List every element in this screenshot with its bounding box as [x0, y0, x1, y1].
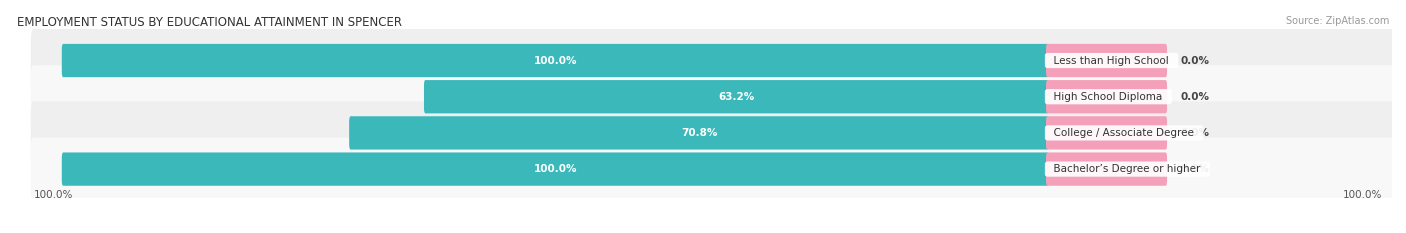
Text: 63.2%: 63.2%: [718, 92, 755, 102]
Text: Less than High School: Less than High School: [1047, 55, 1175, 65]
Text: 100.0%: 100.0%: [1343, 190, 1382, 200]
FancyBboxPatch shape: [349, 116, 1049, 150]
FancyBboxPatch shape: [62, 152, 1049, 186]
Text: High School Diploma: High School Diploma: [1047, 92, 1170, 102]
Text: Bachelor’s Degree or higher: Bachelor’s Degree or higher: [1047, 164, 1208, 174]
Text: 0.0%: 0.0%: [1181, 128, 1209, 138]
FancyBboxPatch shape: [31, 65, 1395, 128]
Text: Source: ZipAtlas.com: Source: ZipAtlas.com: [1285, 16, 1389, 26]
Text: College / Associate Degree: College / Associate Degree: [1047, 128, 1201, 138]
FancyBboxPatch shape: [31, 138, 1395, 201]
FancyBboxPatch shape: [31, 101, 1395, 164]
FancyBboxPatch shape: [1046, 44, 1167, 77]
Text: 100.0%: 100.0%: [534, 164, 576, 174]
Text: 70.8%: 70.8%: [681, 128, 717, 138]
Text: EMPLOYMENT STATUS BY EDUCATIONAL ATTAINMENT IN SPENCER: EMPLOYMENT STATUS BY EDUCATIONAL ATTAINM…: [17, 16, 402, 29]
Text: 0.0%: 0.0%: [1181, 55, 1209, 65]
Text: 100.0%: 100.0%: [534, 55, 576, 65]
FancyBboxPatch shape: [1046, 152, 1167, 186]
FancyBboxPatch shape: [1046, 80, 1167, 113]
FancyBboxPatch shape: [1046, 116, 1167, 150]
FancyBboxPatch shape: [31, 29, 1395, 92]
FancyBboxPatch shape: [425, 80, 1049, 113]
Text: 0.0%: 0.0%: [1181, 164, 1209, 174]
Text: 0.0%: 0.0%: [1181, 92, 1209, 102]
FancyBboxPatch shape: [62, 44, 1049, 77]
Text: 100.0%: 100.0%: [34, 190, 73, 200]
